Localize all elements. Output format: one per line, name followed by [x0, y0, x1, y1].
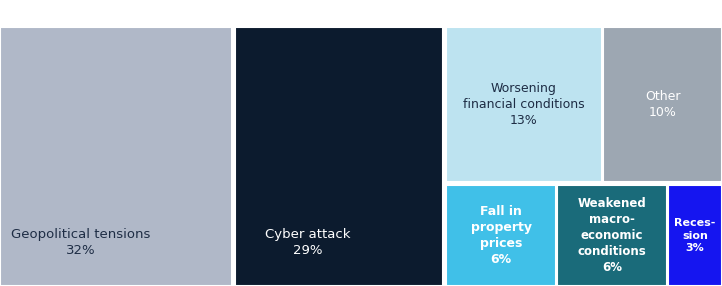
Bar	[668, 185, 722, 286]
Bar	[557, 185, 666, 286]
Text: Fall in
property
prices
6%: Fall in property prices 6%	[471, 205, 531, 266]
Bar	[446, 185, 556, 286]
Text: Other
10%: Other 10%	[645, 90, 680, 119]
Text: Weakened
macro-
economic
conditions
6%: Weakened macro- economic conditions 6%	[578, 197, 646, 274]
Text: Geopolitical tensions
32%: Geopolitical tensions 32%	[12, 228, 151, 257]
Bar	[446, 27, 601, 182]
Text: Cyber attack
29%: Cyber attack 29%	[265, 228, 351, 257]
Text: Reces-
sion
3%: Reces- sion 3%	[674, 218, 716, 253]
Bar	[603, 27, 722, 182]
Bar	[0, 27, 232, 286]
Bar	[235, 27, 443, 286]
Text: Worsening
financial conditions
13%: Worsening financial conditions 13%	[463, 82, 585, 127]
